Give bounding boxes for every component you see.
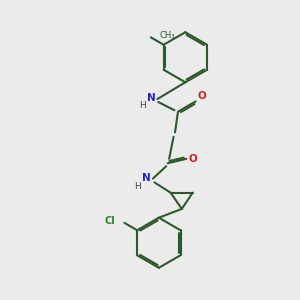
Text: O: O	[197, 91, 206, 100]
Text: O: O	[189, 154, 198, 164]
Text: H: H	[134, 182, 141, 191]
Text: CH₃: CH₃	[160, 32, 175, 40]
Text: N: N	[142, 173, 151, 183]
Text: H: H	[139, 101, 146, 110]
Text: Cl: Cl	[105, 216, 116, 226]
Text: N: N	[146, 93, 155, 103]
